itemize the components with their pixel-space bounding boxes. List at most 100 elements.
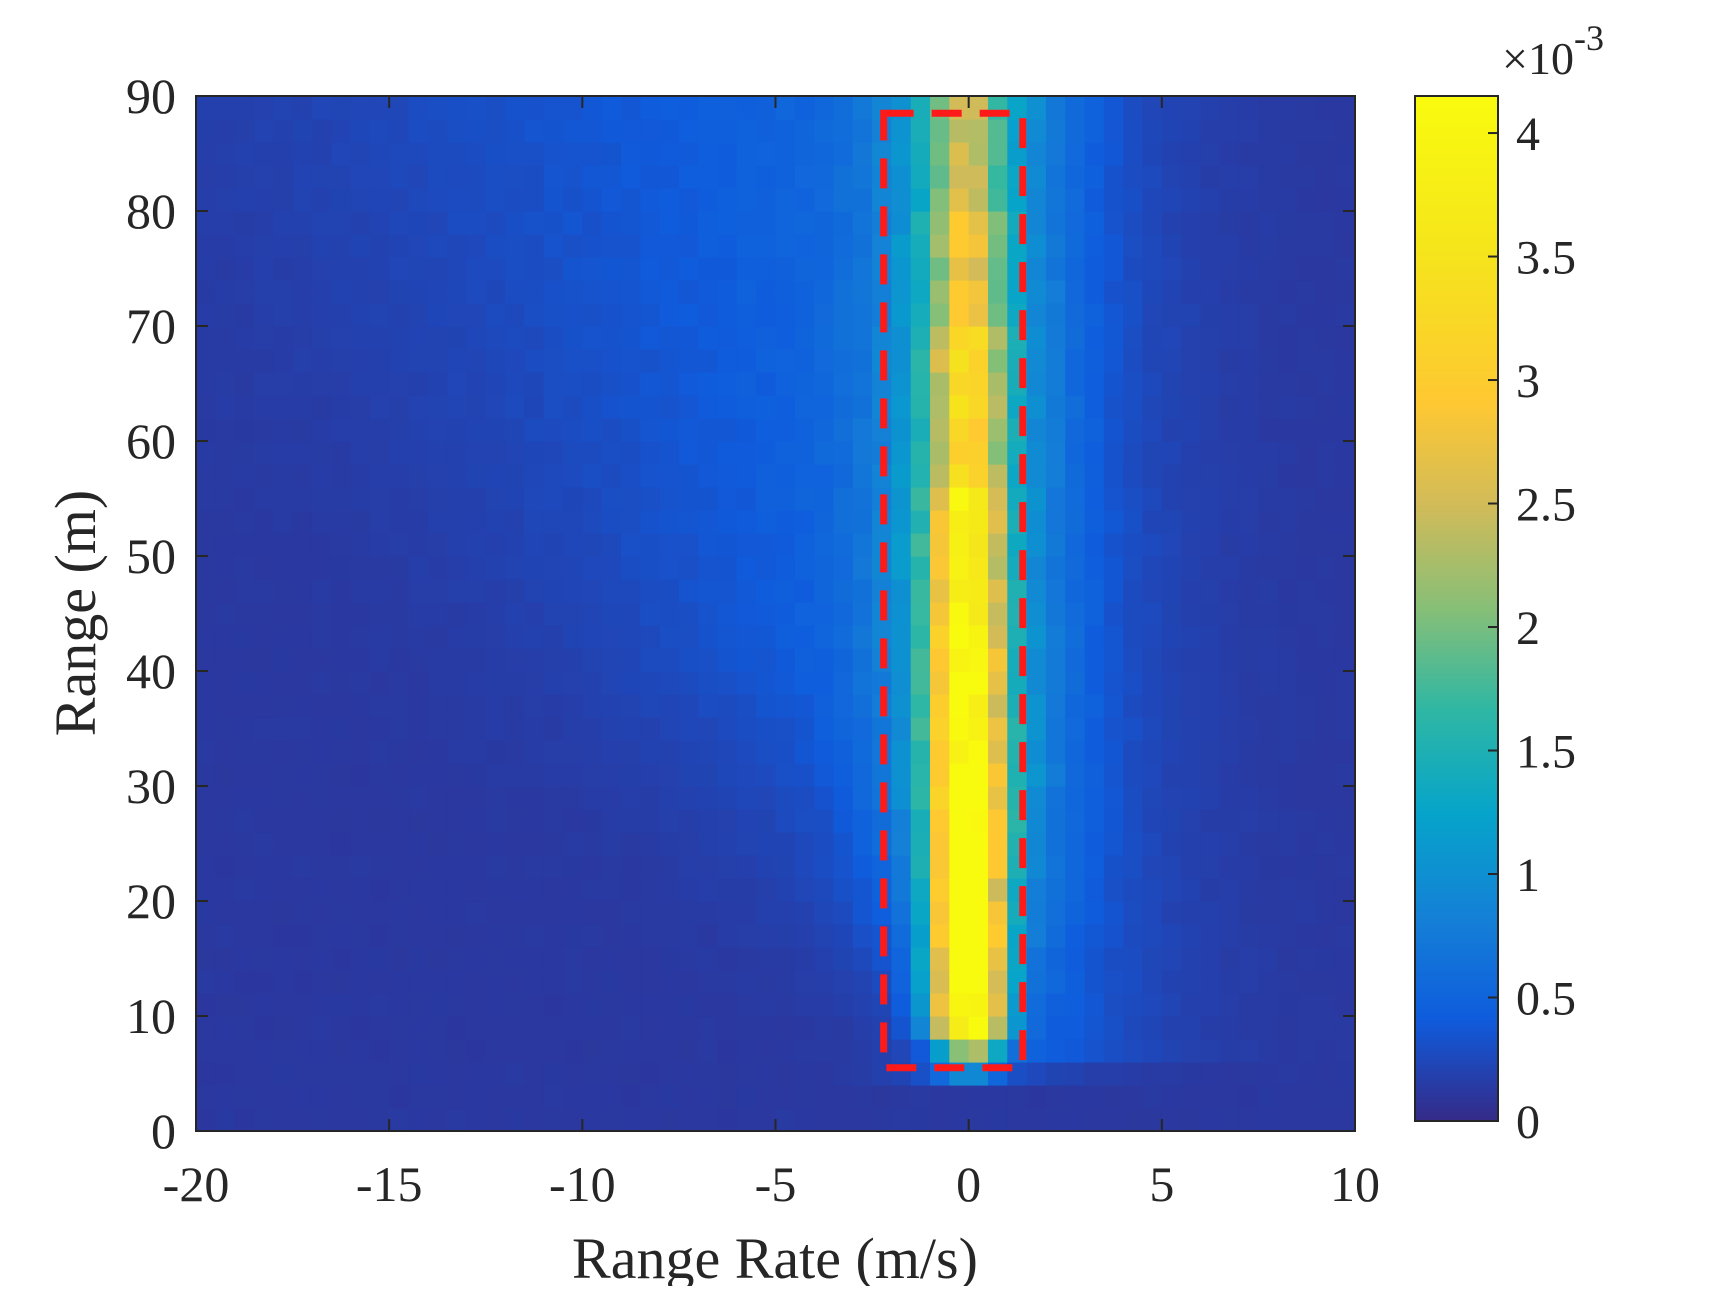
heatmap-cell [311,901,332,925]
heatmap-cell [447,1039,468,1063]
heatmap-cell [1239,832,1260,856]
heatmap-cell [1142,1039,1163,1063]
heatmap-cell [775,740,796,764]
heatmap-cell [775,1108,796,1131]
heatmap-cell [1065,96,1086,120]
heatmap-cell [1316,694,1337,718]
heatmap-cell [1297,96,1317,120]
heatmap-cell [331,855,352,879]
heatmap-cell [1316,464,1337,488]
heatmap-cell [505,533,525,557]
heatmap-cell [234,533,255,557]
heatmap-cell [234,602,255,626]
heatmap-cell [369,165,390,189]
heatmap-cell [678,303,699,327]
heatmap-cell [1065,1085,1086,1109]
heatmap-cell [563,211,583,235]
heatmap-cell [389,303,410,327]
heatmap-cell [659,395,680,419]
heatmap-cell [215,119,236,143]
heatmap-cell [350,694,371,718]
heatmap-cell [350,349,371,373]
colorbar-tick-label: 2 [1516,602,1540,655]
heatmap-cell [427,1016,448,1040]
heatmap-cell [215,809,236,833]
heatmap-cell [447,763,468,787]
heatmap-cell [505,648,525,672]
heatmap-cell [1026,142,1047,166]
heatmap-cell [369,349,390,373]
heatmap-cell [1161,349,1182,373]
heatmap-cell [698,142,719,166]
heatmap-cell [1123,1108,1144,1131]
heatmap-cell [253,418,274,442]
heatmap-cell [698,257,719,281]
heatmap-cell [620,211,641,235]
heatmap-cell [1277,303,1298,327]
heatmap-cell [1277,1016,1298,1040]
heatmap-cell [1161,901,1182,925]
heatmap-cell [659,1016,680,1040]
heatmap-cell [408,1016,429,1040]
heatmap-cell [1258,625,1279,649]
heatmap-cell [273,993,294,1017]
heatmap-cell [292,648,313,672]
heatmap-cell [1316,602,1337,626]
heatmap-cell [563,119,583,143]
heatmap-cell [1103,993,1124,1017]
heatmap-cell [1065,648,1086,672]
heatmap-cell [833,717,854,741]
heatmap-cell [833,947,854,971]
heatmap-cell [234,763,255,787]
heatmap-cell [640,671,661,695]
heatmap-cell [350,625,371,649]
heatmap-cell [814,832,835,856]
heatmap-cell [1142,947,1163,971]
heatmap-cell [1258,763,1279,787]
heatmap-cell [910,763,931,787]
heatmap-cell [524,556,545,580]
heatmap-cell [1239,878,1260,902]
heatmap-cell [447,1016,468,1040]
heatmap-cell [350,487,371,511]
heatmap-cell [640,1108,661,1131]
heatmap-cell [408,740,429,764]
heatmap-cell [1045,303,1066,327]
heatmap-cell [543,165,564,189]
heatmap-cell [350,165,371,189]
heatmap-cell [196,464,216,488]
heatmap-cell [1084,671,1105,695]
heatmap-cell [987,464,1008,488]
heatmap-cell [196,901,216,925]
heatmap-cell [1123,786,1144,810]
heatmap-cell [910,326,931,350]
heatmap-cell [930,326,950,350]
heatmap-cell [466,165,487,189]
heatmap-cell [833,625,854,649]
heatmap-cell [910,855,931,879]
heatmap-cell [582,648,603,672]
heatmap-cell [582,533,603,557]
heatmap-cell [717,1062,738,1086]
heatmap-cell [833,349,854,373]
heatmap-cell [1045,579,1066,603]
heatmap-cell [1084,188,1105,212]
heatmap-cell [1335,211,1355,235]
heatmap-cell [736,832,757,856]
heatmap-cell [814,763,835,787]
heatmap-cell [485,970,506,994]
heatmap-cell [1007,96,1028,120]
heatmap-cell [930,211,950,235]
heatmap-cell [273,556,294,580]
heatmap-cell [756,211,777,235]
heatmap-cell [485,326,506,350]
heatmap-cell [794,855,815,879]
heatmap-cell [563,418,583,442]
heatmap-cell [234,1062,255,1086]
heatmap-cell [1045,142,1066,166]
heatmap-cell [1297,924,1317,948]
heatmap-cell [582,878,603,902]
heatmap-cell [1181,625,1202,649]
heatmap-cell [1065,349,1086,373]
heatmap-cell [1123,878,1144,902]
